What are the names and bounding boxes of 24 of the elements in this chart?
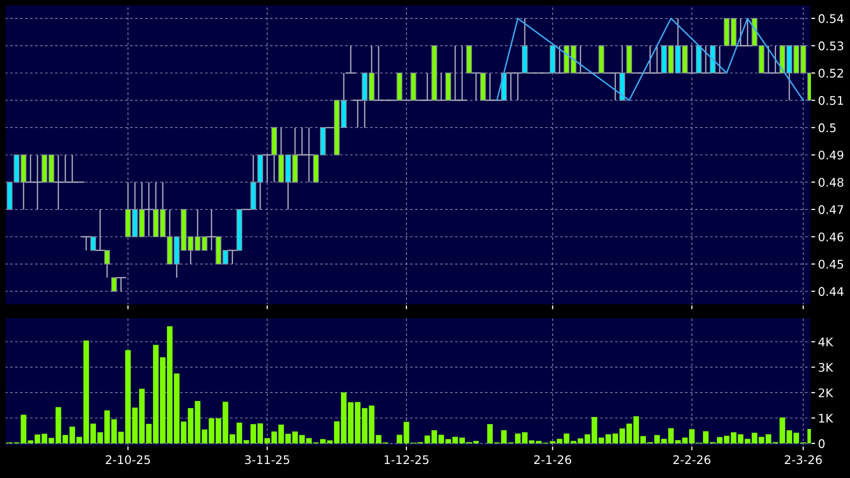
y-tick-label: 0.5 (818, 123, 836, 132)
y-tick-label: 2K (818, 388, 834, 398)
x-tick-label: 2-2-26 (673, 455, 710, 464)
y-tick-label: 0 (818, 439, 825, 448)
y-tick-label: 0.44 (818, 287, 844, 296)
candlestick (90, 236, 96, 251)
x-tick-label: 2-1-26 (534, 455, 572, 464)
y-tick-label: 3K (818, 362, 834, 372)
y-tick-label: 0.47 (818, 205, 844, 214)
y-tick-label: 0.51 (818, 96, 844, 105)
y-tick-label: 0.48 (818, 178, 844, 187)
x-tick-label: 3-11-25 (245, 455, 290, 464)
y-tick-label: 0.54 (818, 14, 844, 24)
y-tick-label: 0.46 (818, 232, 844, 242)
x-tick-label: 1-12-25 (384, 455, 428, 464)
y-tick-label: 0.45 (818, 260, 844, 269)
x-tick-label: 2-3-26 (784, 455, 822, 464)
y-tick-label: 0.49 (818, 150, 844, 160)
y-tick-label: 1K (819, 414, 834, 422)
candlestick (111, 277, 117, 292)
y-tick-label: 4K (818, 338, 834, 346)
y-tick-label: 0.53 (818, 41, 844, 50)
x-tick-label: 2-10-25 (106, 455, 150, 464)
y-tick-label: 0.52 (818, 68, 843, 78)
